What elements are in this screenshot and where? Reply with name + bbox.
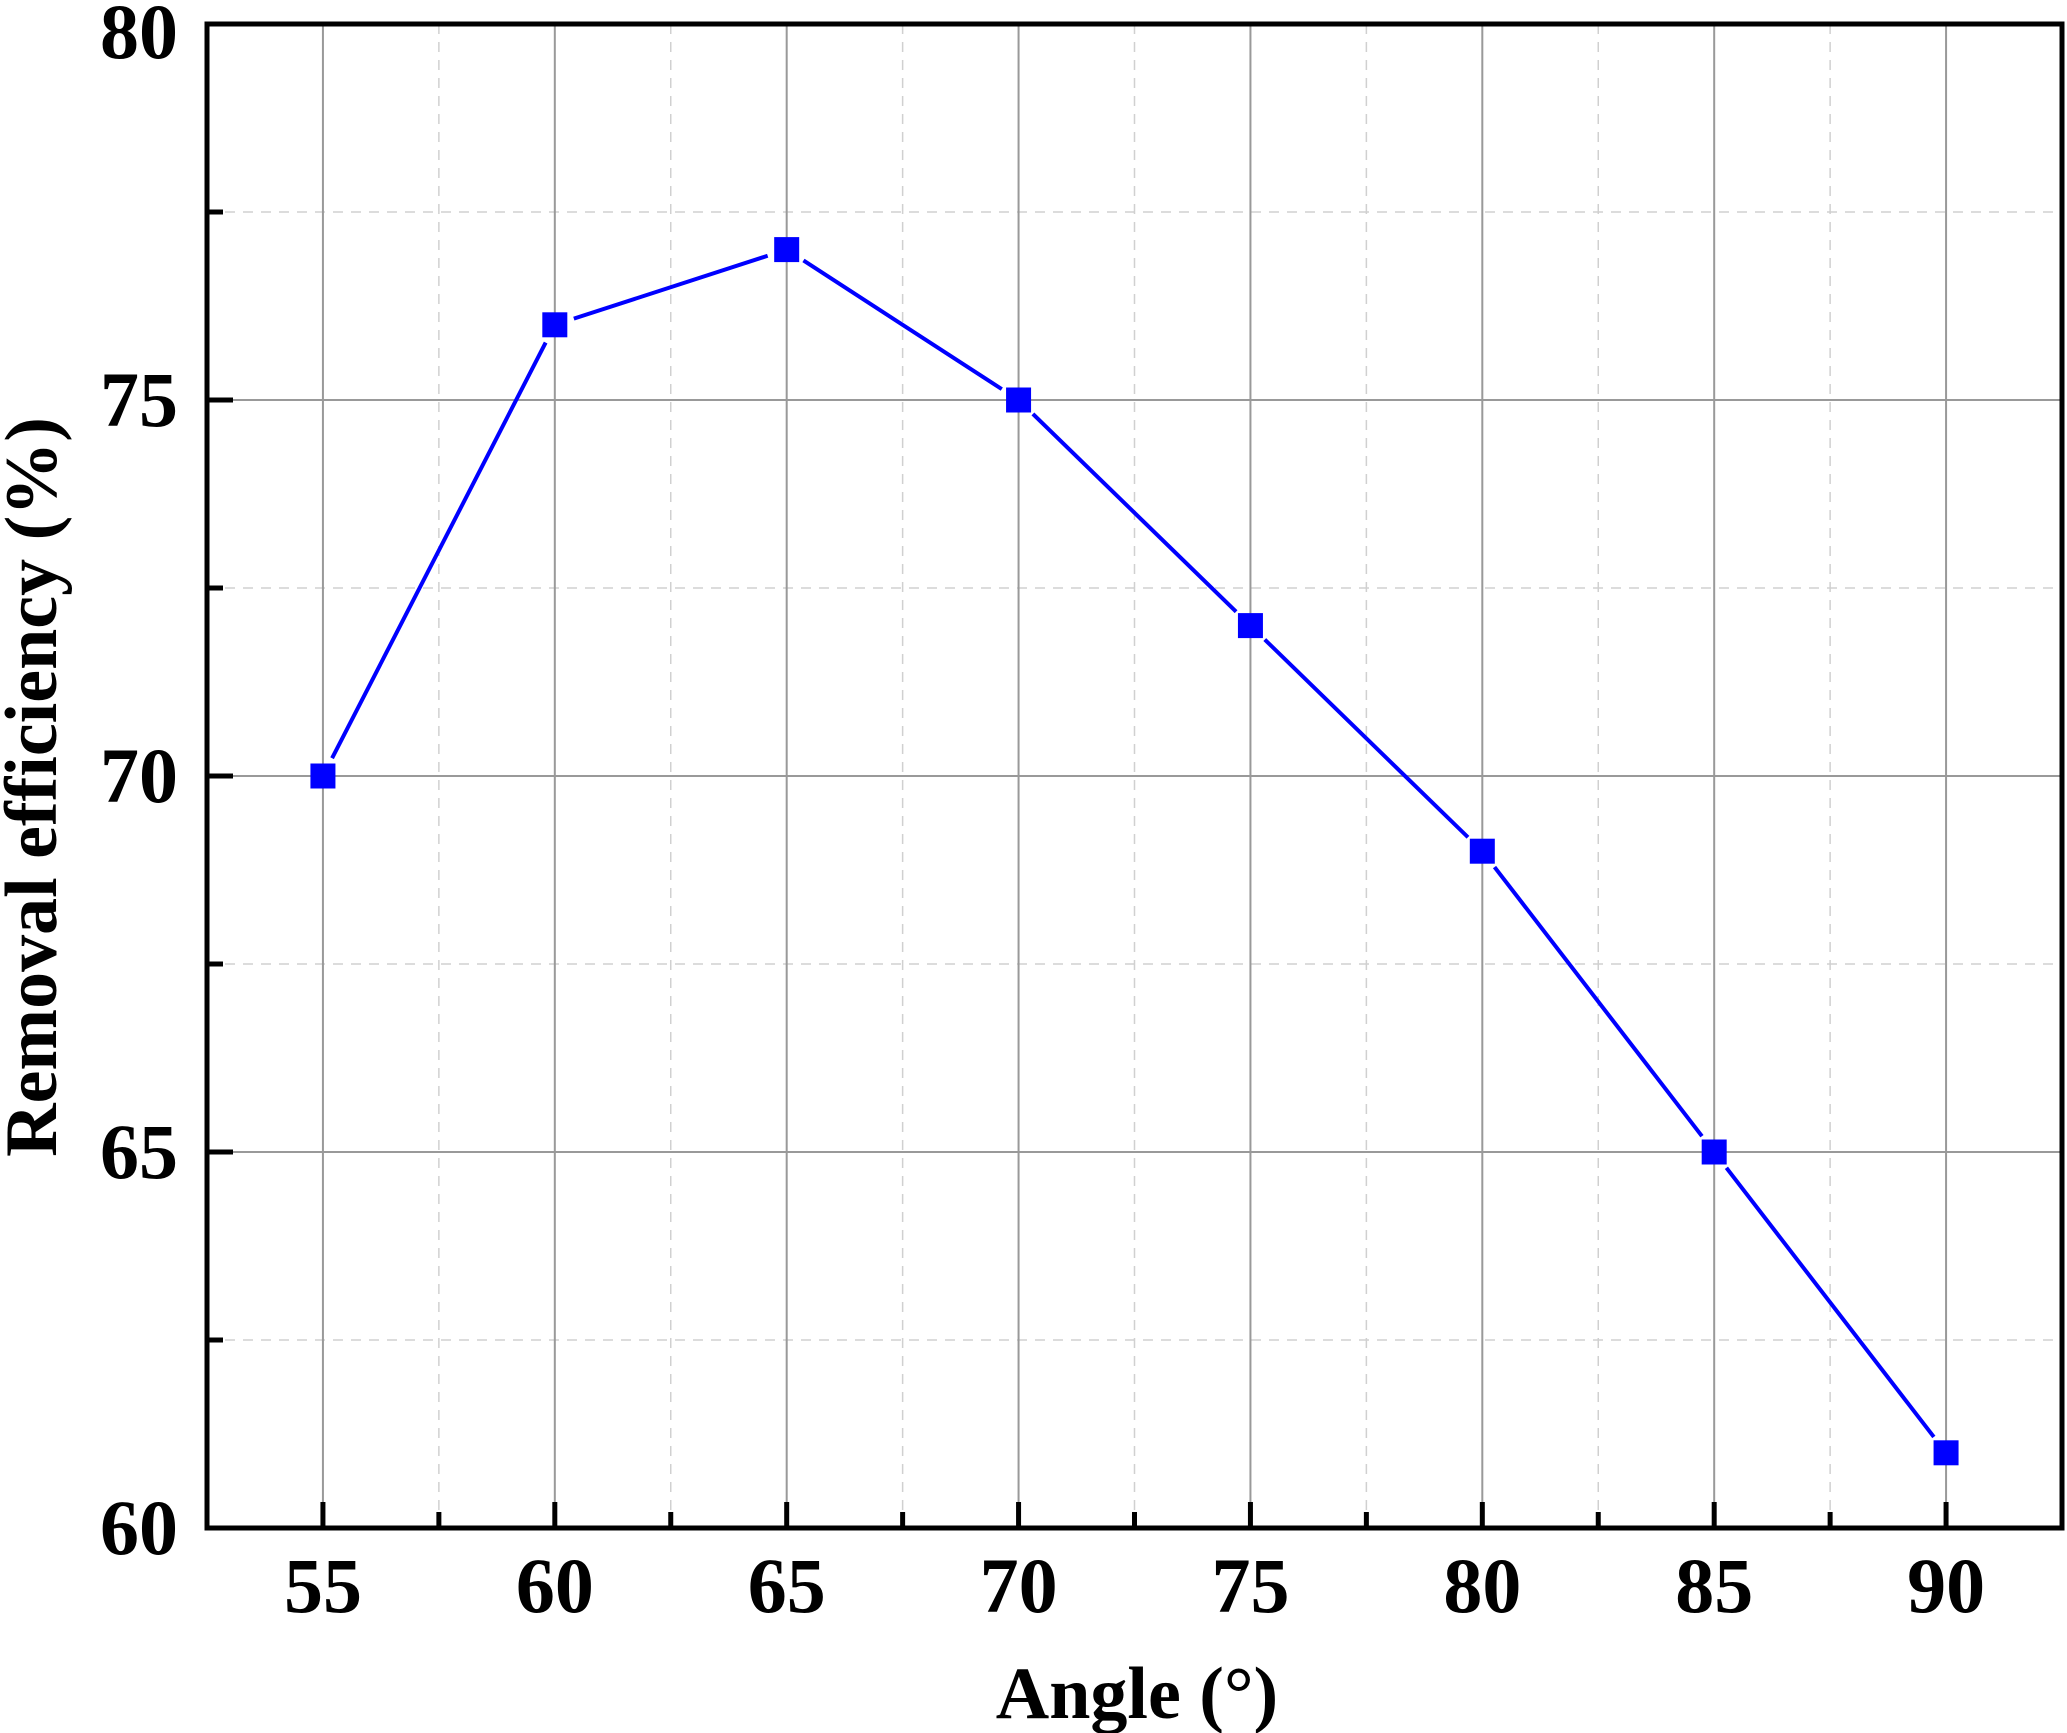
x-tick-label: 85 (1675, 1542, 1753, 1629)
data-point-marker (774, 237, 800, 263)
x-tick-label: 90 (1907, 1542, 1985, 1629)
series-line-segment (1724, 1166, 1936, 1439)
data-point-marker (1933, 1440, 1959, 1466)
x-tick-label: 70 (980, 1542, 1058, 1629)
y-tick-label: 80 (100, 0, 178, 75)
x-tick-label: 80 (1443, 1542, 1521, 1629)
x-tick-label: 60 (516, 1542, 594, 1629)
x-tick-label: 55 (284, 1542, 362, 1629)
data-point-marker (1237, 613, 1263, 639)
axis-ticks (207, 21, 1949, 1531)
y-axis-title: Removal efficiency (%) (0, 417, 73, 1157)
x-tick-labels: 55 60 65 70 75 80 85 90 (284, 1542, 1985, 1629)
y-tick-label: 60 (100, 1484, 178, 1571)
y-tick-label: 65 (100, 1108, 178, 1195)
series-line-segment (330, 341, 548, 760)
data-point-marker (1469, 838, 1495, 864)
x-axis-title: Angle (°) (996, 1653, 1278, 1733)
series-line-segment (802, 258, 1003, 391)
y-tick-labels: 60 65 70 75 80 (100, 0, 178, 1571)
data-point-marker (1701, 1139, 1727, 1165)
y-tick-label: 75 (100, 356, 178, 443)
series-line-segment (1263, 638, 1470, 839)
data-point-marker (542, 312, 568, 338)
y-tick-label: 70 (100, 732, 178, 819)
series (310, 237, 1959, 1466)
data-point-marker (1006, 387, 1032, 413)
series-line-segment (1492, 865, 1704, 1138)
data-point-marker (310, 763, 336, 789)
x-tick-label: 75 (1211, 1542, 1289, 1629)
series-line-segment (1031, 412, 1238, 614)
series-line-segment (573, 253, 769, 321)
x-tick-label: 65 (748, 1542, 826, 1629)
minor-grid (207, 24, 2062, 1528)
